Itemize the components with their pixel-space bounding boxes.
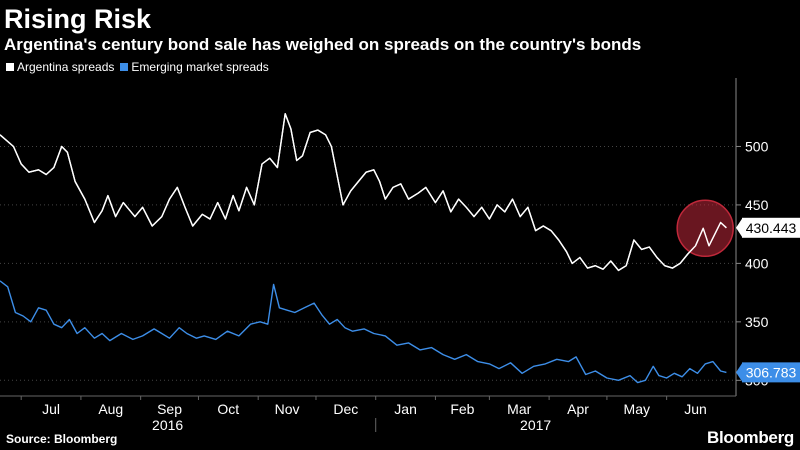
x-tick-label: Jan [394, 401, 417, 417]
legend-label-argentina: Argentina spreads [17, 60, 115, 74]
x-tick-label: Jun [684, 401, 707, 417]
chart-title: Rising Risk [4, 4, 152, 34]
series-line-argentina [0, 113, 727, 272]
y-tick-label: 400 [745, 255, 769, 271]
legend-label-emerging: Emerging market spreads [131, 60, 269, 74]
legend-swatch-argentina [6, 63, 14, 71]
x-tick-label: Oct [217, 401, 239, 417]
x-tick-label: Nov [275, 401, 300, 417]
last-value-box [742, 217, 800, 238]
legend-item-argentina: Argentina spreads [6, 60, 114, 74]
x-tick-label: Dec [333, 401, 358, 417]
legend-swatch-emerging [120, 63, 129, 71]
x-tick-label: May [624, 401, 650, 417]
x-tick-label: Jul [42, 401, 60, 417]
last-value-label: 430.443 [746, 220, 797, 236]
bloomberg-logo: Bloomberg [706, 428, 794, 447]
last-value-pointer [736, 363, 742, 382]
source-note: Source: Bloomberg [6, 432, 118, 446]
last-value-pointer [736, 218, 742, 237]
x-tick-label: Aug [98, 401, 123, 417]
x-tick-label: Feb [450, 401, 474, 417]
x-tick-label: Apr [567, 401, 589, 417]
series-line-emerging [0, 280, 727, 384]
chart-legend: Argentina spreads Emerging market spread… [6, 60, 275, 74]
y-tick-label: 450 [745, 197, 769, 213]
year-label: 2017 [520, 417, 551, 433]
x-tick-label: Sep [157, 401, 182, 417]
last-value-box [742, 362, 800, 383]
legend-item-emerging: Emerging market spreads [120, 60, 269, 74]
x-tick-label: Mar [507, 401, 531, 417]
year-label: 2016 [152, 417, 183, 433]
series-line-argentina-overlay [0, 113, 727, 272]
chart-subtitle: Argentina's century bond sale has weighe… [4, 35, 642, 54]
y-tick-label: 350 [745, 314, 769, 330]
highlight-circle [676, 199, 734, 258]
last-value-label: 306.783 [746, 364, 797, 380]
y-tick-label: 500 [745, 138, 769, 154]
